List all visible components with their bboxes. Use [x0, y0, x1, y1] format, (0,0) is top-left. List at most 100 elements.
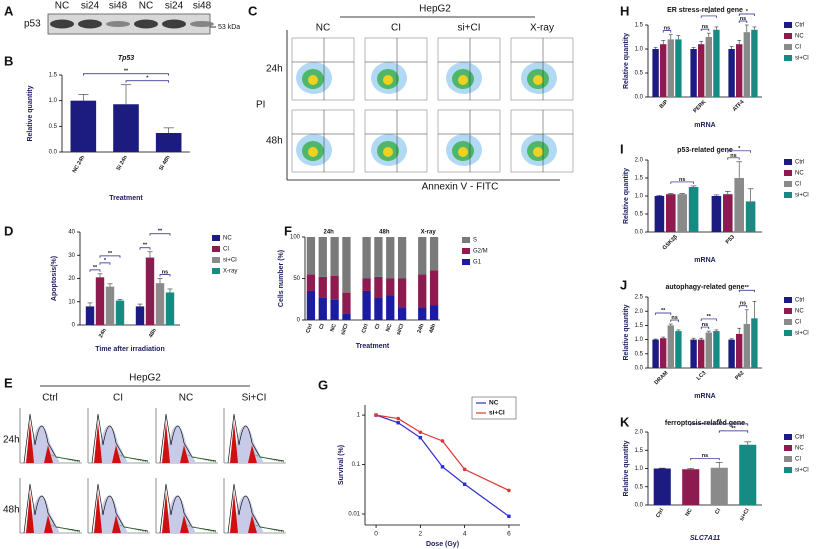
significance-bracket [125, 80, 170, 83]
legend-label: G1 [473, 260, 482, 266]
lane-label: si48 [193, 1, 212, 12]
legend-swatch [784, 330, 792, 336]
bar [723, 194, 733, 232]
significance-bracket [727, 157, 740, 160]
y-tick-label: 1.0 [635, 337, 644, 343]
x-axis-label: Time after irradiation [95, 346, 165, 353]
series-line [375, 414, 510, 491]
point [396, 421, 400, 425]
legend-label: CI [223, 247, 229, 253]
y-axis-label: Relative quantity [623, 33, 630, 89]
bar [675, 39, 682, 97]
y-tick-label: 50 [293, 276, 300, 282]
bar-segment [362, 278, 371, 291]
y-axis-label: Relative quantity [27, 85, 34, 141]
column-label: Si+CI [242, 393, 267, 404]
x-tick-label: CI [374, 323, 382, 331]
group-label: 48h [379, 230, 390, 236]
hist-g2 [248, 515, 257, 533]
bar-segment [342, 237, 351, 293]
bar-segment [418, 274, 427, 308]
dots-core [458, 147, 468, 157]
x-axis-label: Treatment [109, 195, 143, 202]
lane-label: NC [139, 1, 153, 12]
x-tick-label: 4 [463, 531, 467, 538]
row-label: 48h [3, 505, 20, 516]
group-label: X-ray [421, 230, 437, 236]
point [462, 467, 467, 472]
significance-bracket [662, 30, 672, 33]
significance-bracket [738, 20, 748, 23]
bar [682, 469, 700, 505]
legend-swatch [212, 268, 220, 274]
y-tick-label: 1.5 [635, 23, 644, 29]
lane-label: si24 [81, 1, 100, 12]
legend-swatch [462, 259, 470, 265]
legend-swatch [212, 235, 220, 241]
significance-label: ** [158, 229, 163, 235]
hist-g2 [248, 445, 257, 463]
hist-g1 [230, 492, 238, 533]
significance-label: ns [730, 153, 736, 159]
legend-swatch [784, 308, 792, 314]
bar [739, 444, 757, 505]
hist-g1 [26, 492, 34, 533]
legend-label: NC [223, 236, 232, 242]
legend-label: CI [795, 182, 801, 188]
hist-fit [253, 524, 285, 533]
bar [660, 338, 667, 368]
hist-g1 [94, 492, 102, 533]
legend-label: NC [795, 171, 804, 177]
significance-label: ns [162, 269, 168, 275]
bar [155, 133, 182, 152]
significance-bracket [690, 423, 749, 426]
bar [95, 277, 105, 325]
significance-bracket [738, 289, 755, 293]
blot-band [50, 19, 74, 29]
x-tick-label: 0 [374, 531, 378, 538]
x-axis-label: Annexin V - FITC [422, 182, 499, 193]
legend-swatch [784, 33, 792, 39]
bar-segment [397, 237, 407, 279]
x-tick-label: 48h [148, 327, 158, 339]
dots-core [383, 75, 393, 85]
point [374, 413, 378, 417]
bar-segment [418, 237, 427, 275]
hist-g1 [162, 422, 170, 463]
point [418, 435, 423, 440]
x-tick-label: 24h [98, 327, 108, 339]
y-tick-label: 20 [68, 276, 75, 282]
chart-title: p53-related gene [677, 147, 733, 154]
y-tick-label: 2.0 [635, 309, 644, 315]
x-tick-label: P62 [734, 370, 745, 381]
significance-label: ns [740, 16, 746, 22]
hist-curve [227, 413, 285, 464]
panel-letter: H [620, 3, 629, 18]
bar [70, 100, 97, 152]
significance-bracket [690, 457, 720, 461]
bar [667, 325, 674, 368]
group-label: 24h [324, 230, 335, 236]
bar-segment [330, 276, 339, 300]
series-line [375, 414, 510, 517]
bar [705, 332, 712, 368]
legend-label: CI [795, 45, 801, 51]
bar [736, 333, 743, 368]
y-axis-label: Cells number (%) [278, 250, 285, 307]
significance-label: ns [671, 315, 677, 321]
bar [145, 257, 155, 325]
significance-label: ** [745, 285, 750, 291]
bar [711, 196, 722, 232]
hist-g2 [112, 515, 121, 533]
panel-letter: A [4, 3, 14, 18]
significance-bracket [89, 269, 101, 272]
significance-bracket [718, 430, 749, 433]
panel-letter: J [620, 277, 627, 292]
y-tick-label: 2.0 [635, 158, 644, 164]
legend-swatch [212, 257, 220, 263]
legend-swatch [784, 297, 792, 303]
y-tick-label: 0.5 [635, 71, 644, 77]
y-axis-label: Relative quantity [623, 168, 630, 224]
bar-segment [318, 297, 327, 320]
